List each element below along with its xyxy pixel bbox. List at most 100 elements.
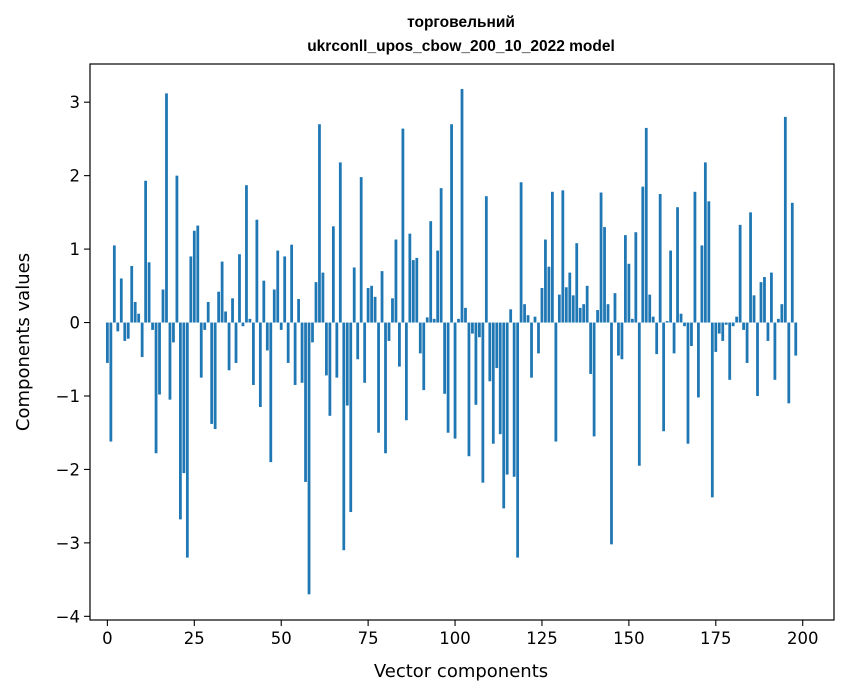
bar bbox=[644, 127, 648, 323]
bar bbox=[387, 322, 391, 341]
bar bbox=[272, 289, 276, 323]
bar bbox=[637, 322, 641, 466]
y-tick-label: −3 bbox=[56, 534, 80, 553]
bar bbox=[491, 322, 495, 444]
bar bbox=[290, 244, 294, 323]
bar bbox=[206, 301, 210, 323]
bar bbox=[728, 322, 732, 380]
bar bbox=[752, 295, 756, 323]
bar bbox=[603, 227, 606, 323]
bar bbox=[526, 315, 530, 323]
bar bbox=[373, 296, 377, 323]
plot-frame bbox=[89, 63, 835, 621]
bar bbox=[158, 322, 161, 395]
bar bbox=[429, 221, 433, 323]
bar bbox=[415, 257, 419, 323]
bar bbox=[258, 322, 262, 407]
bar bbox=[630, 318, 634, 323]
bar bbox=[770, 272, 773, 323]
bar bbox=[710, 322, 714, 498]
x-tick-label: 175 bbox=[700, 629, 732, 648]
bar bbox=[790, 202, 794, 323]
x-tick-label: 50 bbox=[271, 629, 292, 648]
bar bbox=[192, 230, 196, 323]
bar bbox=[359, 177, 363, 323]
bar bbox=[669, 250, 672, 323]
bar bbox=[655, 322, 659, 355]
bar bbox=[241, 322, 245, 327]
bar bbox=[116, 322, 120, 332]
bar bbox=[189, 256, 193, 323]
bar bbox=[446, 322, 450, 433]
bar bbox=[356, 322, 360, 360]
bar bbox=[484, 196, 488, 323]
y-axis-label: Components values bbox=[13, 253, 34, 431]
bar bbox=[377, 322, 380, 433]
bar bbox=[780, 304, 784, 323]
bar bbox=[776, 318, 780, 323]
bar bbox=[738, 224, 742, 323]
bar bbox=[690, 322, 693, 347]
bar bbox=[759, 282, 763, 323]
bar bbox=[123, 322, 127, 341]
bar bbox=[394, 239, 398, 323]
bar bbox=[408, 233, 412, 323]
bar bbox=[161, 289, 165, 323]
bar bbox=[366, 288, 370, 323]
y-tick-label: −4 bbox=[56, 607, 80, 626]
bar bbox=[422, 322, 426, 391]
bar bbox=[199, 322, 203, 378]
bar bbox=[613, 293, 617, 323]
bar bbox=[756, 322, 759, 396]
bar bbox=[610, 322, 613, 545]
bar bbox=[380, 271, 384, 323]
bar bbox=[783, 116, 787, 323]
bar bbox=[693, 191, 697, 323]
x-tick-label: 75 bbox=[358, 629, 379, 648]
bar bbox=[137, 313, 141, 323]
bar bbox=[425, 317, 429, 323]
bar bbox=[304, 322, 307, 482]
bar bbox=[794, 322, 798, 356]
bar bbox=[627, 263, 631, 323]
bar bbox=[665, 321, 669, 323]
bar bbox=[564, 287, 568, 323]
bar bbox=[617, 322, 620, 356]
bar bbox=[533, 316, 537, 323]
bar bbox=[144, 180, 148, 323]
bar bbox=[683, 322, 686, 327]
y-tick-label: 0 bbox=[70, 314, 81, 333]
bar bbox=[516, 322, 520, 558]
y-tick-label: 1 bbox=[70, 240, 81, 259]
bar bbox=[328, 322, 332, 416]
bar bbox=[172, 322, 175, 343]
bar bbox=[279, 322, 283, 330]
bar bbox=[130, 265, 134, 323]
bar bbox=[575, 243, 579, 323]
bar bbox=[248, 318, 252, 323]
bar bbox=[352, 267, 356, 323]
bar bbox=[763, 277, 766, 323]
bar bbox=[707, 201, 711, 323]
bar bbox=[700, 245, 704, 323]
chart-title-line1: торговельний bbox=[407, 14, 515, 31]
bar bbox=[231, 298, 234, 323]
y-tick-label: −2 bbox=[56, 460, 80, 479]
bar bbox=[151, 322, 154, 330]
bar bbox=[634, 232, 638, 323]
bar bbox=[311, 322, 314, 343]
y-tick-label: 2 bbox=[70, 167, 81, 186]
bar bbox=[519, 182, 523, 323]
bar bbox=[721, 322, 725, 341]
bar bbox=[495, 322, 499, 369]
bar bbox=[662, 322, 666, 432]
bar bbox=[342, 322, 346, 551]
bar bbox=[238, 254, 241, 323]
bar bbox=[571, 295, 575, 323]
x-tick-label: 25 bbox=[184, 629, 205, 648]
bar bbox=[554, 322, 558, 442]
bar bbox=[477, 322, 481, 338]
bar bbox=[460, 88, 464, 323]
bar bbox=[742, 322, 745, 330]
bar bbox=[269, 322, 273, 463]
